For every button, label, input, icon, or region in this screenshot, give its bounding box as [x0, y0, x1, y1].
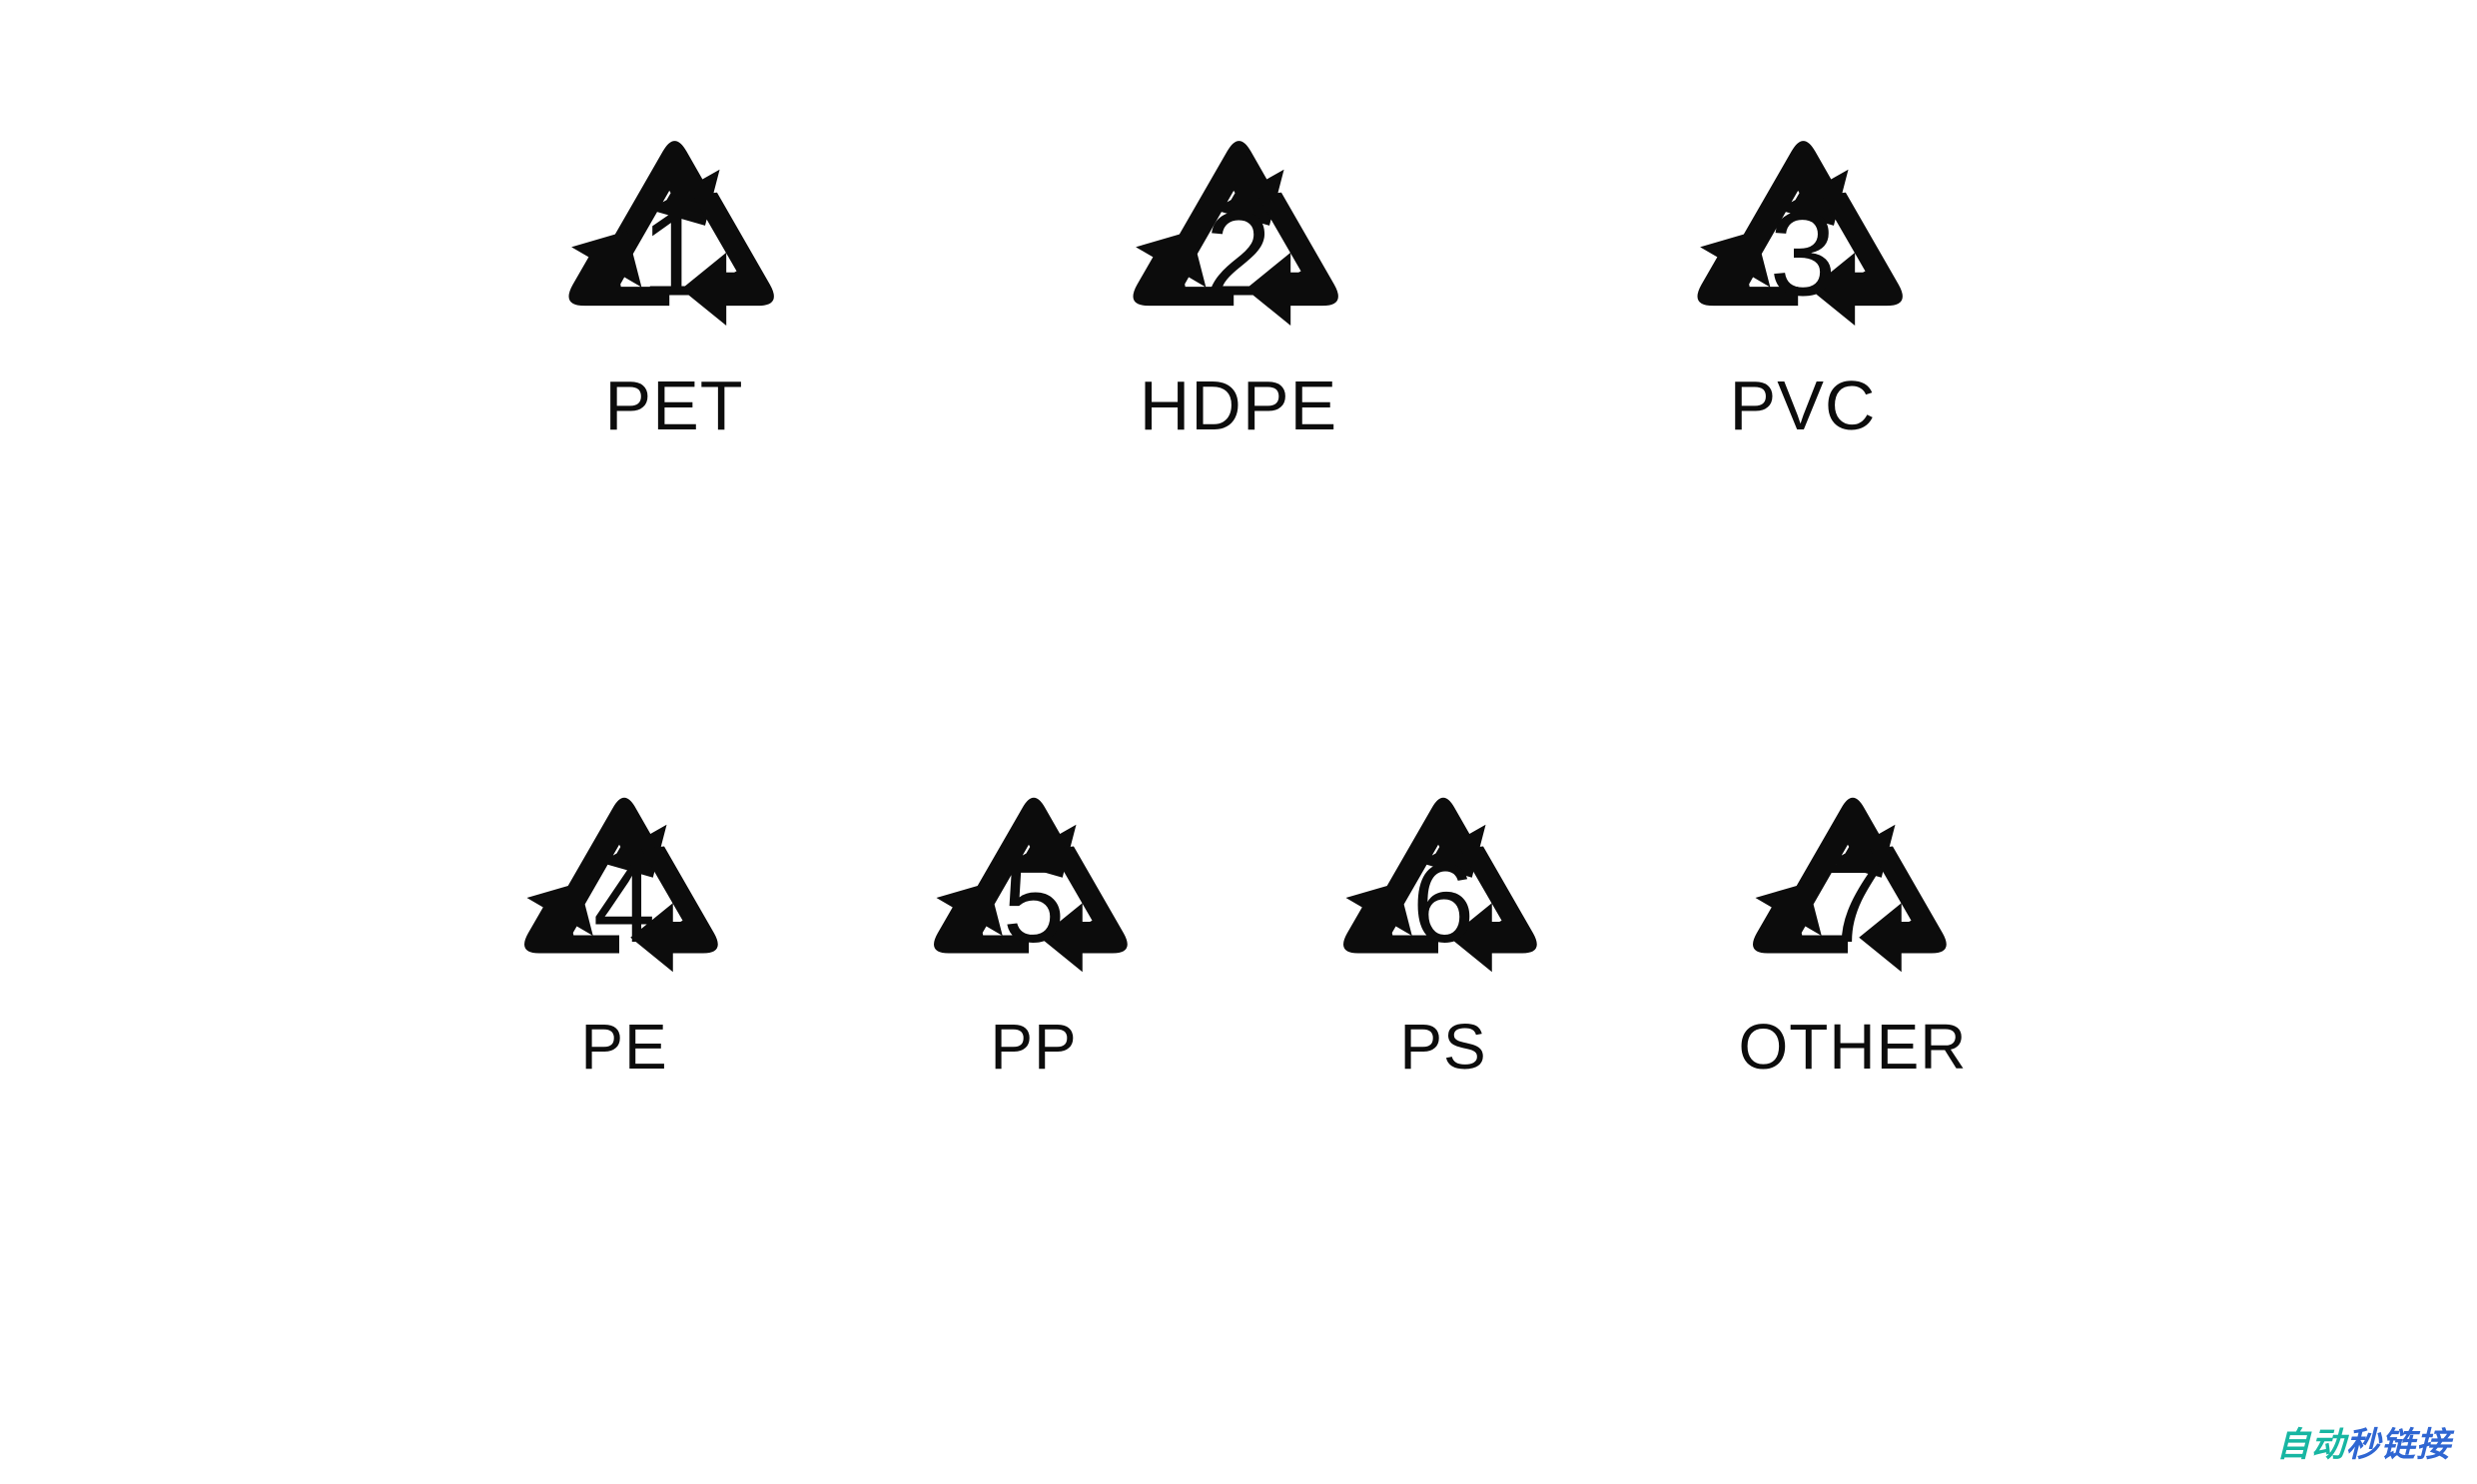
watermark: 自动秒链接 [2276, 1417, 2451, 1466]
resin-symbol-5: 5PP [909, 759, 1159, 1079]
watermark-char: 接 [2416, 1426, 2451, 1464]
recycle-triangle-icon: 5 [909, 759, 1159, 1009]
resin-symbol-3: 3PVC [1671, 100, 1936, 440]
watermark-char: 动 [2311, 1426, 2346, 1464]
resin-code-label: HDPE [1140, 371, 1337, 440]
resin-symbol-6: 6PS [1318, 759, 1568, 1079]
resin-code-label: PS [1399, 1015, 1486, 1079]
recycle-triangle-icon: 6 [1318, 759, 1568, 1009]
recycle-triangle-icon: 4 [499, 759, 749, 1009]
recycle-triangle-icon: 2 [1107, 100, 1371, 365]
resin-code-label: OTHER [1739, 1015, 1968, 1079]
watermark-char: 自 [2276, 1426, 2311, 1464]
resin-symbol-2: 2HDPE [1107, 100, 1371, 440]
resin-code-label: PET [604, 371, 743, 440]
resin-code-label: PVC [1730, 371, 1877, 440]
watermark-char: 秒 [2346, 1426, 2381, 1464]
resin-symbol-1: 1PET [542, 100, 807, 440]
resin-code-label: PP [990, 1015, 1077, 1079]
recycle-triangle-icon: 3 [1671, 100, 1936, 365]
recycle-triangle-icon: 1 [542, 100, 807, 365]
recycle-triangle-icon: 7 [1728, 759, 1978, 1009]
canvas: 1PET 2HDPE 3PVC [0, 0, 2477, 1484]
row-1: 1PET 2HDPE 3PVC [0, 100, 2477, 440]
resin-code-label: PE [580, 1015, 667, 1079]
row-2: 4PE 5PP 6PS 7OTHE [0, 759, 2477, 1079]
watermark-char: 链 [2381, 1426, 2416, 1464]
resin-symbol-4: 4PE [499, 759, 749, 1079]
resin-symbol-7: 7OTHER [1728, 759, 1978, 1079]
